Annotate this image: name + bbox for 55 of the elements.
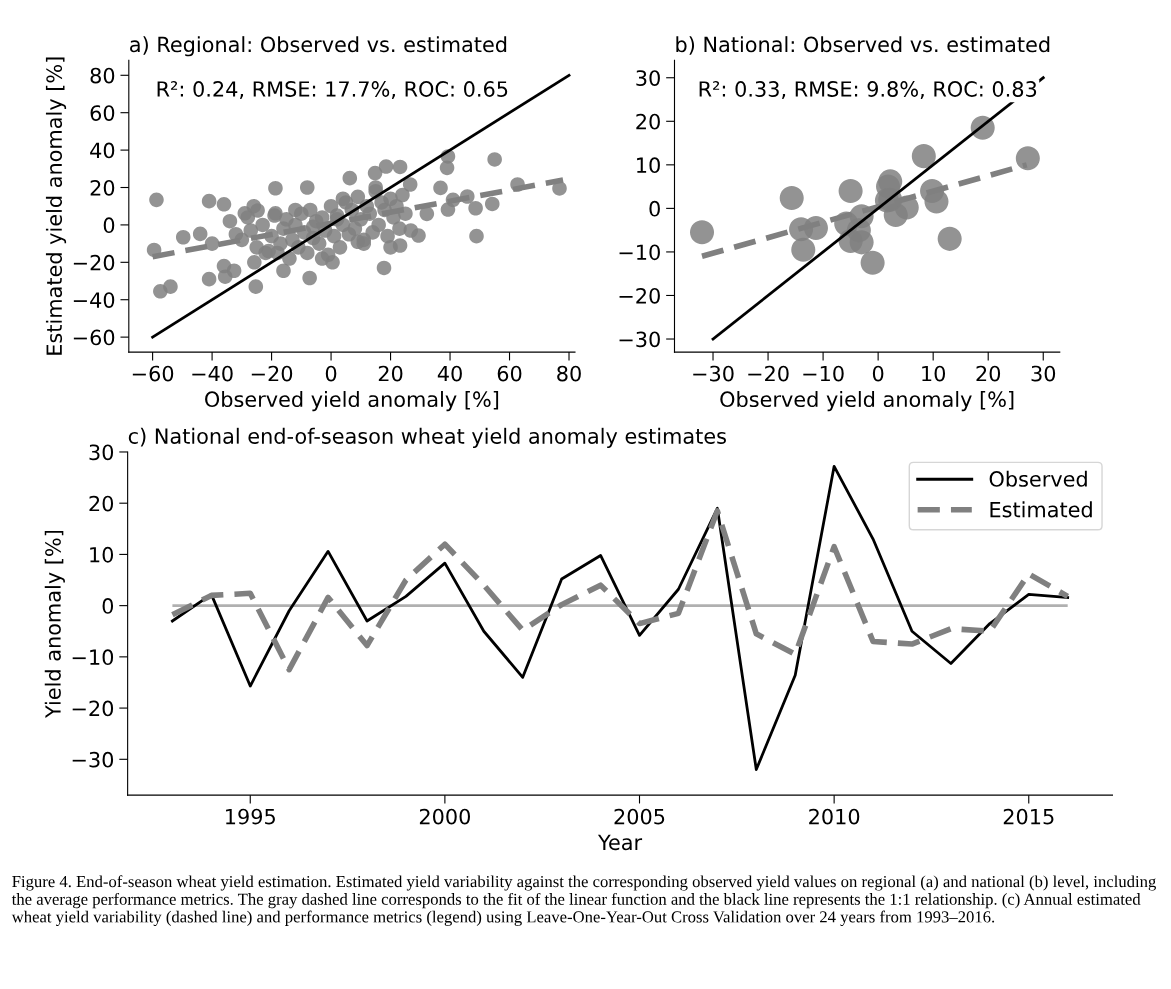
x-tick-label: 40 — [437, 365, 462, 382]
y-tick-label: −20 — [619, 287, 660, 304]
y-tick-label: 30 — [636, 70, 660, 86]
chart-title: a) Regional: Observed vs. estimated — [130, 36, 507, 57]
legend-label: Estimated — [990, 501, 1092, 518]
x-tick-label: −30 — [693, 365, 734, 382]
x-tick-label: −20 — [748, 365, 789, 382]
x-tick-label: 80 — [557, 365, 581, 382]
x-tick-label: 60 — [497, 365, 522, 382]
y-tick-label: 0 — [103, 217, 115, 234]
annotation: R²: 0.24, RMSE: 17.7%, ROC: 0.65 — [157, 81, 508, 99]
y-tick-label: −30 — [72, 751, 114, 768]
x-tick-label: 2005 — [614, 808, 665, 825]
y-tick-label: 20 — [636, 113, 660, 130]
y-tick-label: 10 — [90, 546, 114, 563]
x-tick-label: 0 — [325, 365, 337, 382]
y-tick-label: −10 — [72, 649, 114, 666]
x-tick-label: 0 — [872, 365, 884, 382]
chart-title: c) National end-of-season wheat yield anomaly estimates — [128, 427, 726, 448]
legend-label: Observed — [989, 470, 1087, 487]
y-tick-label: −40 — [73, 292, 115, 308]
x-tick-label: 30 — [1031, 365, 1056, 382]
x-tick-label: 2015 — [1003, 808, 1054, 825]
y-tick-label: −20 — [72, 700, 114, 717]
x-axis-title: Observed yield anomaly [%] — [205, 391, 499, 412]
x-tick-label: −10 — [803, 365, 844, 382]
x-tick-label: 10 — [922, 365, 946, 382]
y-tick-label: 30 — [89, 444, 114, 461]
y-tick-label: −20 — [73, 254, 115, 271]
y-tick-label: −30 — [619, 331, 660, 348]
y-tick-label: 0 — [102, 598, 114, 614]
x-axis-title: Observed yield anomaly [%] — [720, 391, 1014, 412]
y-tick-label: 40 — [90, 142, 115, 159]
y-tick-label: 0 — [649, 200, 660, 217]
x-axis-title: Year — [597, 834, 643, 851]
x-tick-label: 1995 — [226, 808, 275, 825]
chart-title: b) National: Observed vs. estimated — [676, 36, 1050, 55]
y-tick-label: 20 — [89, 495, 114, 512]
x-tick-label: 2000 — [419, 808, 471, 825]
caption: Figure 4. End-of-season wheat yield estimation. Estimated yield variability against the corresponding observed yield values on regional (a) and national (b) level, including the average performance metrics. The gray dashed line corresponds to the fit of the linear function and the black line represents the 1:1 relationship. (c) Annual estimated wheat yield variability (dashed line) and performance metrics (legend) using Leave-One-Year-Out Cross Validation over 24 years from 1993–2016. — [11, 875, 1156, 926]
y-tick-label: 20 — [90, 179, 115, 196]
x-tick-label: 20 — [378, 365, 403, 382]
y-tick-label: 60 — [90, 105, 115, 121]
x-tick-label: −20 — [251, 365, 293, 382]
y-tick-label: −60 — [73, 329, 115, 346]
y-tick-label: 80 — [90, 67, 115, 84]
annotation: R²: 0.33, RMSE: 9.8%, ROC: 0.83 — [699, 81, 1037, 99]
x-tick-label: −40 — [192, 365, 233, 382]
x-tick-label: 20 — [976, 365, 1001, 382]
x-tick-label: 2010 — [809, 808, 860, 825]
y-axis-title: Yield anomaly [%] — [44, 530, 65, 718]
y-axis-title: Estimated yield anomaly [%] — [45, 57, 67, 355]
y-tick-label: 10 — [637, 157, 660, 174]
y-tick-label: −10 — [619, 244, 660, 261]
x-tick-label: −60 — [132, 365, 174, 382]
